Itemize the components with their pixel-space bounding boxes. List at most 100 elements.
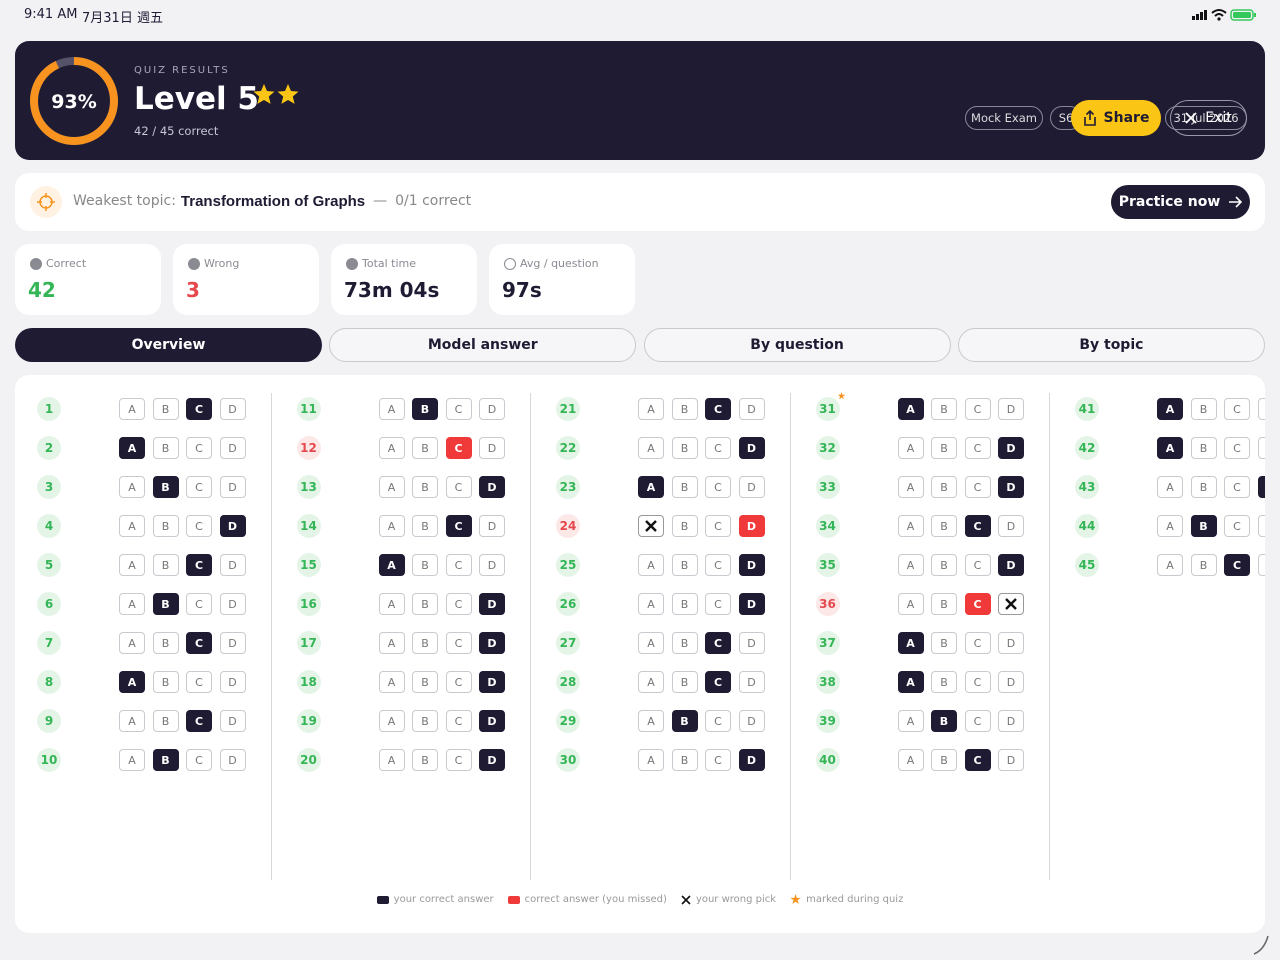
option: B bbox=[152, 710, 179, 732]
weakest-label: Weakest topic: bbox=[73, 193, 176, 209]
option: B bbox=[671, 515, 698, 537]
option: D bbox=[998, 632, 1024, 654]
target-icon bbox=[30, 186, 62, 218]
option: B bbox=[671, 398, 698, 420]
question-number: 10 bbox=[37, 748, 61, 772]
option: C bbox=[186, 476, 212, 498]
option-answer: A bbox=[897, 632, 924, 654]
option: D bbox=[998, 515, 1024, 537]
practice-button[interactable]: Practice now bbox=[1111, 185, 1250, 219]
option: B bbox=[671, 476, 698, 498]
option: B bbox=[931, 515, 957, 537]
option: D bbox=[1257, 515, 1265, 537]
stat-value: 3 bbox=[186, 278, 200, 302]
question-number: 24 bbox=[556, 514, 580, 538]
option: A bbox=[119, 476, 145, 498]
option-wrong-pick bbox=[638, 515, 664, 537]
option-answer: D bbox=[998, 476, 1024, 498]
tab[interactable]: Overview bbox=[15, 328, 322, 362]
option: C bbox=[964, 476, 991, 498]
option: C bbox=[705, 554, 731, 576]
option: C bbox=[705, 515, 731, 537]
option: C bbox=[186, 749, 212, 771]
option: C bbox=[964, 632, 991, 654]
exit-button[interactable]: Exit bbox=[1170, 100, 1247, 136]
tab[interactable]: Model answer bbox=[329, 328, 637, 362]
question-number: 19 bbox=[296, 709, 321, 733]
option: A bbox=[119, 398, 145, 420]
option: A bbox=[638, 554, 664, 576]
question-number: 1 bbox=[37, 397, 61, 421]
question-number: 23 bbox=[556, 475, 580, 499]
option: C bbox=[445, 554, 472, 576]
legend-text: marked during quiz bbox=[806, 894, 904, 905]
option: C bbox=[964, 398, 991, 420]
option: C bbox=[705, 749, 731, 771]
share-button[interactable]: Share bbox=[1071, 100, 1161, 136]
arrow-icon bbox=[1229, 196, 1243, 208]
share-text: Share bbox=[1103, 110, 1150, 126]
option: B bbox=[152, 671, 179, 693]
question-number: 25 bbox=[556, 553, 580, 577]
option-answer: C bbox=[964, 749, 991, 771]
option: A bbox=[638, 710, 664, 732]
option-answer: D bbox=[479, 749, 505, 771]
legend-swatch bbox=[790, 894, 801, 905]
star bbox=[253, 84, 275, 104]
tab[interactable]: By question bbox=[643, 328, 951, 362]
option: B bbox=[1190, 476, 1217, 498]
option: B bbox=[412, 476, 438, 498]
option-answer: A bbox=[897, 398, 924, 420]
weakest-text: Weakest topic: Transformation of Graphs … bbox=[73, 193, 471, 210]
column-divider bbox=[530, 393, 531, 880]
option-answer: D bbox=[998, 437, 1024, 459]
option: D bbox=[1257, 398, 1265, 420]
share-icon bbox=[1083, 110, 1096, 126]
option: B bbox=[412, 554, 438, 576]
option: B bbox=[412, 437, 438, 459]
option: A bbox=[897, 710, 924, 732]
score-ring bbox=[30, 57, 118, 145]
stat-icon bbox=[30, 258, 42, 270]
stat-card: Correct 42 bbox=[15, 244, 161, 315]
option-answer: D bbox=[1257, 476, 1265, 498]
option-answer: A bbox=[1157, 398, 1183, 420]
results-label: QUIZ RESULTS bbox=[134, 65, 230, 76]
tab[interactable]: By topic bbox=[957, 328, 1265, 362]
option: B bbox=[671, 632, 698, 654]
option: D bbox=[738, 476, 765, 498]
option: D bbox=[479, 554, 505, 576]
option: B bbox=[412, 749, 438, 771]
option: C bbox=[445, 710, 472, 732]
column-divider bbox=[789, 393, 791, 880]
option: A bbox=[378, 632, 405, 654]
stat-label: Wrong bbox=[204, 257, 240, 270]
legend-item: your wrong pick bbox=[681, 894, 776, 905]
legend-item: correct answer (you missed) bbox=[507, 894, 667, 905]
legend-swatch bbox=[376, 895, 389, 904]
score-label: 93% bbox=[51, 91, 97, 113]
option: A bbox=[119, 749, 145, 771]
question-number: 6 bbox=[37, 592, 61, 616]
option: D bbox=[219, 398, 246, 420]
legend-text: your wrong pick bbox=[695, 894, 777, 905]
option: B bbox=[152, 515, 179, 537]
option: C bbox=[1224, 476, 1250, 498]
score-arc bbox=[30, 57, 118, 145]
question-number: 38 bbox=[815, 670, 840, 694]
stat-icon bbox=[188, 258, 200, 270]
option: A bbox=[378, 398, 405, 420]
question-number: 26 bbox=[556, 592, 580, 616]
question-number: 32 bbox=[815, 436, 840, 460]
option: B bbox=[931, 554, 957, 576]
question-number: 28 bbox=[556, 670, 580, 694]
option-answer: A bbox=[1157, 437, 1183, 459]
option-answer: D bbox=[738, 515, 765, 537]
stat-value: 42 bbox=[28, 278, 56, 302]
option: B bbox=[931, 671, 957, 693]
icon-circle bbox=[30, 258, 42, 270]
stat-label: Avg / question bbox=[520, 257, 599, 270]
option: B bbox=[671, 554, 698, 576]
option: A bbox=[378, 710, 405, 732]
question-number: 35 bbox=[815, 553, 840, 577]
